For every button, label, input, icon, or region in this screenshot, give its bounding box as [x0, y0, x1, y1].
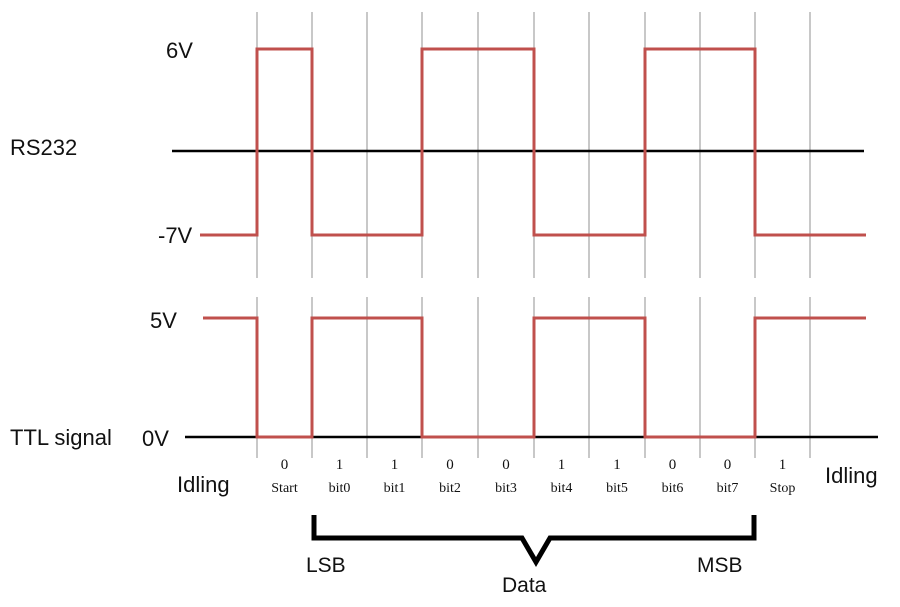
bit-value-label: 1: [558, 457, 566, 473]
bit-value-label: 0: [281, 457, 289, 473]
msb-label: MSB: [697, 554, 743, 577]
data-bracket: [311, 515, 757, 567]
idling-left-label: Idling: [177, 472, 230, 497]
bit-value-label: 0: [446, 457, 454, 473]
rs232-low-voltage-label: -7V: [158, 223, 193, 248]
ttl-high-voltage-label: 5V: [150, 308, 177, 333]
bit-value-label: 1: [779, 457, 787, 473]
bit-name-label: bit5: [606, 481, 628, 496]
bit-value-label: 1: [336, 457, 344, 473]
rs232-high-voltage-label: 6V: [166, 38, 193, 63]
rs232-waveform: [200, 47, 866, 237]
bit-value-label: 1: [613, 457, 621, 473]
bit-name-label: bit6: [662, 481, 684, 496]
bit-name-label: Start: [271, 481, 298, 496]
ttl-signal-label: TTL signal: [10, 425, 112, 450]
bit-value-label: 0: [724, 457, 732, 473]
bit-name-label: Stop: [770, 481, 796, 496]
bit-value-label: 0: [502, 457, 510, 473]
bit-name-label: bit1: [384, 481, 406, 496]
bit-value-label: 0: [669, 457, 677, 473]
rs232-label: RS232: [10, 135, 77, 160]
bit-name-label: bit3: [495, 481, 517, 496]
ttl-waveform: [203, 316, 866, 439]
bit-name-label: bit4: [551, 481, 573, 496]
ttl-low-voltage-label: 0V: [142, 426, 169, 451]
bit-name-label: bit2: [439, 481, 461, 496]
lsb-label: LSB: [306, 554, 346, 577]
bit-labels: 0 Start 1 bit0 1 bit1 0 bit2 0 bit3 1 bit4 1 bit5 0 bit…: [271, 457, 795, 496]
bit-name-label: bit0: [329, 481, 351, 496]
bit-value-label: 1: [391, 457, 399, 473]
bit-name-label: bit7: [717, 481, 739, 496]
idling-right-label: Idling: [825, 463, 878, 488]
data-label: Data: [502, 574, 547, 597]
